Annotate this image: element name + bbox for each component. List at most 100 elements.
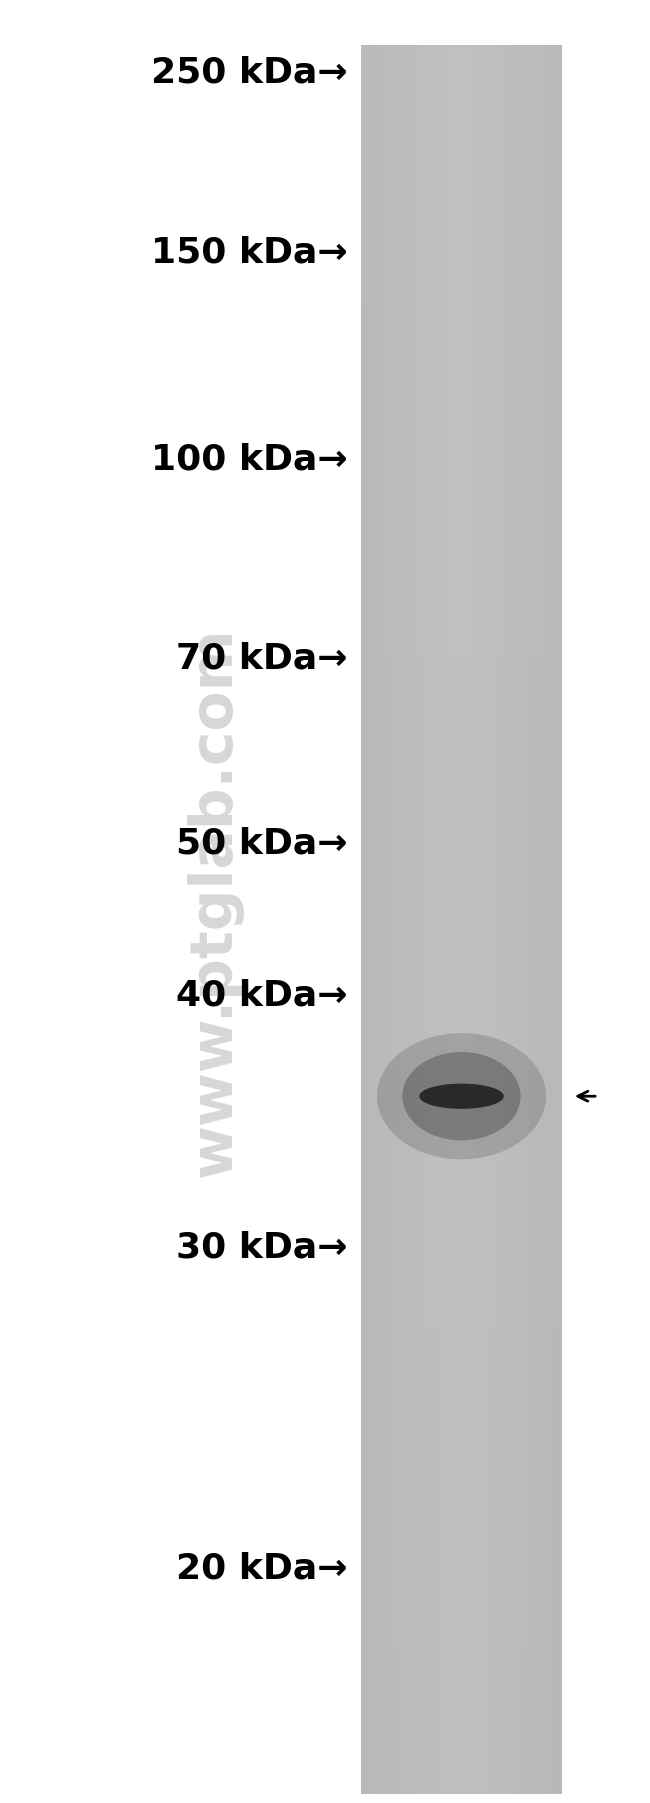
Bar [361,1706,562,1736]
Bar [512,45,514,1794]
Bar [482,45,484,1794]
Bar [449,45,451,1794]
Bar [460,45,461,1794]
Bar [361,862,562,891]
Bar [508,45,510,1794]
Bar [484,45,486,1794]
Bar [405,45,407,1794]
Bar [361,1037,562,1066]
Bar [436,45,437,1794]
Bar [540,45,542,1794]
Bar [361,1561,562,1590]
Bar [361,481,562,512]
Bar [361,1619,562,1648]
Bar [363,45,365,1794]
Bar [361,1269,562,1298]
Bar [534,45,536,1794]
Bar [532,45,534,1794]
Bar [361,103,562,133]
Bar [518,45,520,1794]
Bar [554,45,556,1794]
Bar [361,424,562,453]
Bar [391,45,393,1794]
Bar [397,45,399,1794]
Bar [381,45,383,1794]
Bar [526,45,528,1794]
Bar [516,45,518,1794]
Bar [361,570,562,599]
Bar [361,1152,562,1183]
Bar [456,45,458,1794]
Bar [504,45,506,1794]
Bar [454,45,456,1794]
Bar [423,45,425,1794]
Bar [361,599,562,627]
Bar [550,45,552,1794]
Bar [393,45,395,1794]
Bar [498,45,500,1794]
Bar [510,45,512,1794]
Bar [361,541,562,570]
Bar [361,1298,562,1327]
Bar [361,1736,562,1765]
Bar [361,45,562,74]
Bar [361,920,562,948]
Ellipse shape [377,1033,546,1159]
Bar [361,1415,562,1444]
Bar [469,45,472,1794]
Bar [375,45,377,1794]
Bar [361,1387,562,1415]
Bar [361,1590,562,1619]
Bar [522,45,524,1794]
Bar [361,249,562,278]
Bar [494,45,496,1794]
Bar [500,45,502,1794]
Bar [445,45,447,1794]
Bar [478,45,480,1794]
Bar [361,133,562,162]
Bar [361,278,562,307]
Bar [361,162,562,191]
Text: 30 kDa→: 30 kDa→ [176,1231,348,1264]
Bar [462,45,463,1794]
Bar [361,307,562,337]
Bar [552,45,554,1794]
Bar [548,45,550,1794]
Bar [558,45,560,1794]
Bar [361,745,562,773]
Bar [361,1473,562,1502]
Bar [443,45,445,1794]
Bar [502,45,504,1794]
Bar [361,658,562,687]
Bar [361,1183,562,1212]
Bar [361,1765,562,1794]
Text: 70 kDa→: 70 kDa→ [176,642,348,674]
Bar [361,977,562,1006]
Bar [361,1066,562,1094]
Bar [413,45,415,1794]
Bar [367,45,369,1794]
Text: 50 kDa→: 50 kDa→ [176,828,348,860]
Bar [399,45,401,1794]
Bar [361,1533,562,1561]
Bar [387,45,389,1794]
Bar [538,45,540,1794]
Bar [556,45,558,1794]
Bar [361,1648,562,1677]
Bar [361,191,562,220]
Bar [361,1327,562,1356]
Bar [544,45,546,1794]
Bar [365,45,367,1794]
Bar [560,45,562,1794]
Text: 150 kDa→: 150 kDa→ [151,236,348,269]
Bar [361,45,562,1794]
Bar [361,337,562,366]
Bar [361,687,562,716]
Bar [361,1006,562,1037]
Text: 20 kDa→: 20 kDa→ [176,1552,348,1585]
Bar [409,45,411,1794]
Bar [361,453,562,481]
Bar [437,45,439,1794]
Bar [385,45,387,1794]
Bar [415,45,417,1794]
